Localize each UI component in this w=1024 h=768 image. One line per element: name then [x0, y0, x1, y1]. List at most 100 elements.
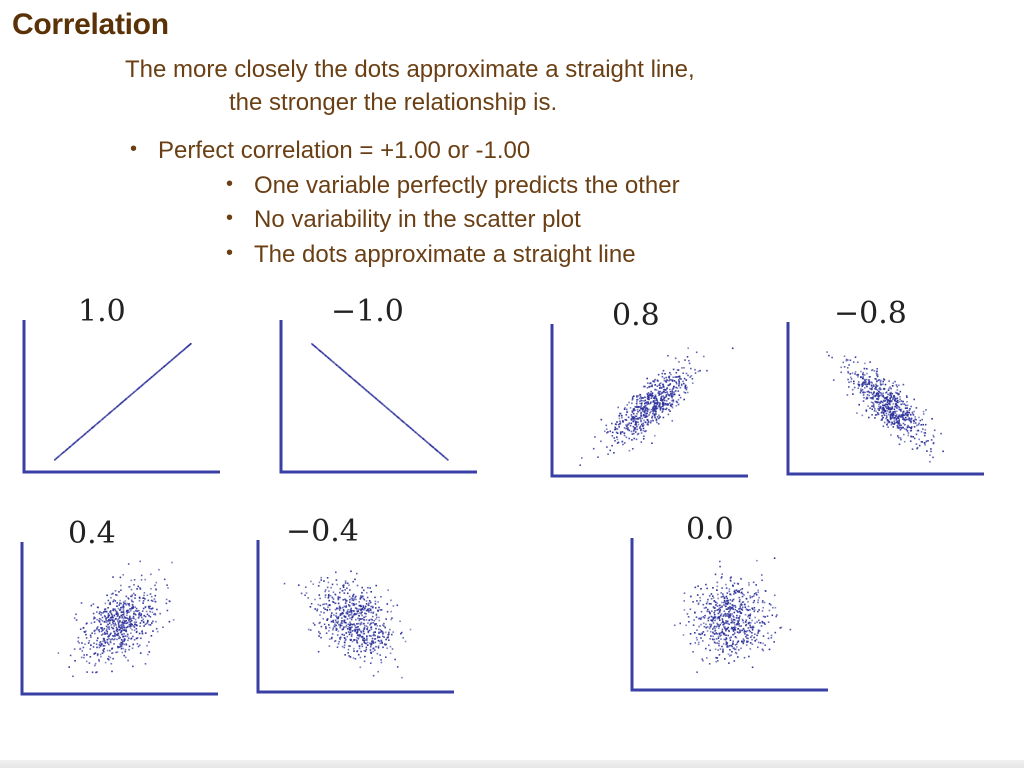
scatter-point [89, 648, 92, 650]
scatter-point [93, 618, 95, 620]
scatter-point [368, 629, 371, 632]
scatter-point [896, 397, 899, 399]
scatter-point [726, 621, 728, 623]
scatter-point [874, 394, 877, 397]
scatter-point [889, 409, 892, 412]
scatter-point [92, 603, 95, 605]
scatter-point [323, 580, 325, 582]
scatter-point [749, 624, 751, 627]
scatter-point [144, 578, 146, 581]
scatter-point [637, 421, 639, 423]
scatter-point [762, 615, 765, 618]
scatter-point [162, 626, 164, 628]
scatter-point [121, 616, 124, 618]
scatter-point [128, 618, 130, 621]
scatter-point [374, 603, 377, 605]
scatter-point [353, 598, 356, 600]
scatter-point [59, 454, 62, 456]
scatter-point [87, 642, 90, 644]
scatter-point [640, 412, 642, 415]
scatter-point [361, 635, 364, 638]
scatter-point [774, 631, 777, 634]
scatter-point [124, 656, 127, 659]
scatter-point [142, 618, 145, 621]
scatter-point [370, 644, 372, 646]
scatter-point [724, 600, 726, 603]
scatter-point [105, 625, 108, 628]
scatter-point [874, 400, 876, 403]
scatter-point [729, 602, 732, 605]
scatter-point [886, 418, 889, 421]
scatter-point [628, 437, 630, 440]
scatter-point [135, 610, 137, 612]
scatter-point [607, 453, 609, 455]
scatter-point [851, 388, 854, 391]
scatter-point [701, 658, 703, 660]
scatter-point [770, 634, 773, 637]
scatter-point [152, 630, 154, 632]
scatter-point [748, 629, 751, 632]
scatter-point [101, 627, 103, 630]
scatter-point [305, 586, 307, 588]
scatter-point [154, 612, 156, 615]
scatter-point [645, 414, 647, 416]
scatter-point [283, 582, 286, 585]
scatter-point [901, 413, 904, 416]
scatter-point [320, 611, 322, 613]
scatter-point [866, 391, 868, 393]
scatter-point [339, 638, 341, 641]
scatter-point [93, 642, 95, 645]
scatter-point [376, 624, 379, 627]
scatter-point [668, 379, 670, 382]
scatter-point [643, 416, 646, 418]
scatter-point [866, 383, 869, 385]
scatter-point [887, 407, 890, 409]
scatter-point [385, 656, 387, 658]
scatter-point [147, 379, 149, 381]
scatter-point [107, 614, 110, 617]
scatter-point [671, 389, 674, 391]
scatter-point [347, 631, 350, 633]
scatter-point [887, 393, 889, 396]
scatter-point [671, 394, 673, 397]
scatter-point [331, 360, 334, 363]
scatter-point [899, 426, 902, 429]
scatter-point [721, 630, 723, 633]
scatter-point [644, 409, 646, 412]
scatter-point [641, 417, 644, 420]
scatter-point [107, 623, 110, 626]
scatter-point [116, 619, 119, 621]
scatter-point [908, 411, 911, 414]
scatter-point [927, 440, 929, 442]
scatter-point [865, 410, 868, 412]
scatter-point [114, 633, 116, 636]
scatter-point [753, 636, 755, 639]
scatter-point [739, 629, 741, 632]
scatter-point [366, 628, 368, 631]
scatter-point [918, 422, 920, 425]
scatter-point [112, 408, 115, 411]
scatter-point [902, 412, 904, 415]
scatter-point [629, 407, 632, 409]
scatter-point [370, 635, 372, 637]
scatter-point [729, 639, 732, 641]
scatter-point [899, 437, 902, 439]
scatter-point [730, 628, 733, 630]
scatter-point [128, 637, 130, 640]
scatter-point [139, 644, 141, 647]
scatter-point [708, 627, 711, 630]
scatter-point [729, 593, 731, 596]
scatter-point [353, 604, 356, 606]
scatter-point [342, 628, 344, 630]
scatter-point [890, 395, 892, 397]
scatter-point [637, 406, 639, 409]
scatter-point [680, 384, 683, 387]
scatter-point [375, 584, 377, 587]
scatter-point [111, 647, 114, 650]
scatter-point [96, 606, 99, 608]
scatter-point [878, 401, 880, 404]
scatter-point [756, 634, 758, 637]
scatter-point [745, 619, 748, 621]
scatter-point [116, 615, 119, 617]
scatter-point [672, 388, 674, 390]
